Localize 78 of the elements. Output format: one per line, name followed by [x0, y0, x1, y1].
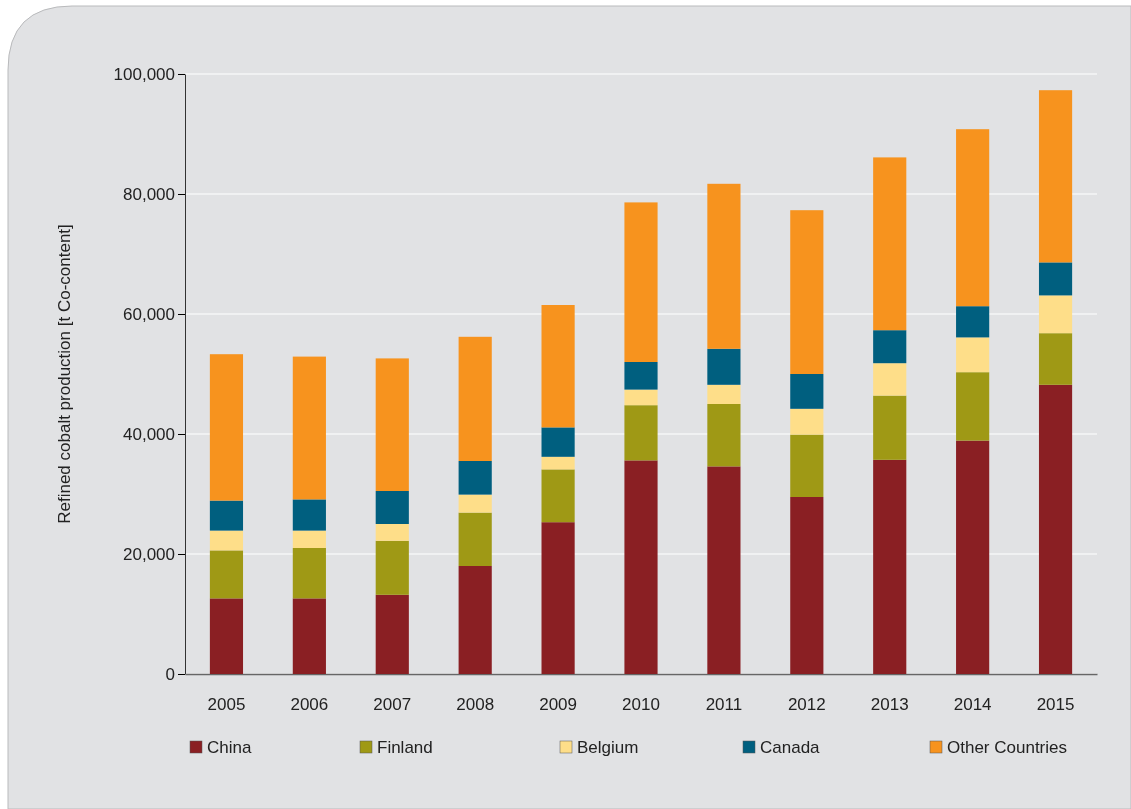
x-tick-label: 2011 [705, 695, 743, 715]
bar [790, 374, 824, 409]
bar [375, 358, 409, 491]
bar [624, 389, 658, 406]
bar [541, 305, 575, 428]
bar [873, 330, 907, 364]
bar [956, 306, 990, 338]
bar [375, 540, 409, 595]
bar [458, 336, 492, 461]
bar [292, 499, 326, 531]
y-tick-label: 80,000 [123, 184, 175, 204]
bar [873, 363, 907, 396]
bar [1038, 295, 1073, 334]
y-tick-label: 100,000 [113, 64, 175, 84]
bar [209, 530, 244, 551]
bar [873, 395, 907, 460]
bar [624, 202, 658, 362]
x-tick-label: 2007 [373, 695, 412, 715]
legend-label: Canada [760, 738, 821, 757]
bar [707, 466, 741, 674]
bar [707, 384, 741, 404]
x-tick-label: 2013 [870, 695, 909, 715]
bar [375, 524, 409, 541]
bar [375, 594, 409, 674]
x-tick-label: 2010 [622, 695, 660, 715]
bar [375, 491, 409, 524]
x-tick-label: 2006 [290, 695, 329, 715]
bar [873, 459, 907, 674]
bar [956, 372, 990, 441]
x-tick-label: 2015 [1036, 695, 1075, 715]
bar [790, 408, 824, 435]
bar [292, 356, 326, 500]
y-tick-label: 60,000 [123, 304, 175, 324]
bar [209, 500, 244, 531]
bar [956, 440, 990, 674]
legend-label: Belgium [577, 738, 639, 757]
bar [873, 157, 907, 331]
bar [707, 348, 741, 385]
bar [790, 434, 824, 497]
bar [624, 362, 658, 390]
bar [1038, 90, 1073, 263]
bar [541, 469, 575, 523]
bar [790, 497, 824, 674]
bar [541, 522, 575, 674]
legend-label: Finland [377, 738, 433, 757]
x-tick-label: 2014 [953, 695, 992, 715]
bar [458, 461, 492, 495]
bar [624, 460, 658, 674]
bar [209, 354, 244, 501]
legend-label: China [207, 738, 252, 757]
bar [956, 337, 990, 373]
x-tick-label: 2005 [207, 695, 246, 715]
bar [541, 427, 575, 457]
bar [292, 548, 326, 599]
bar [541, 456, 575, 470]
x-tick-label: 2012 [787, 695, 826, 715]
legend-label: Other Countries [947, 738, 1067, 757]
bar [956, 129, 990, 307]
y-axis-title: Refined cobalt production [t Co-content] [55, 224, 74, 524]
y-tick-label: 20,000 [123, 544, 175, 564]
bar [624, 405, 658, 461]
y-tick-label: 0 [165, 664, 175, 684]
bar [1038, 333, 1073, 385]
x-tick-label: 2009 [539, 695, 577, 715]
y-tick-label: 40,000 [123, 424, 175, 444]
bar [209, 598, 244, 674]
bar [292, 598, 326, 674]
bar [707, 183, 741, 349]
bar [458, 512, 492, 566]
bar [458, 566, 492, 674]
bar [790, 210, 824, 374]
bar [707, 404, 741, 467]
bar [292, 530, 326, 548]
bar [209, 550, 244, 599]
bar [1038, 262, 1073, 296]
bar [458, 494, 492, 513]
bar [1038, 384, 1073, 674]
x-tick-label: 2008 [456, 695, 495, 715]
